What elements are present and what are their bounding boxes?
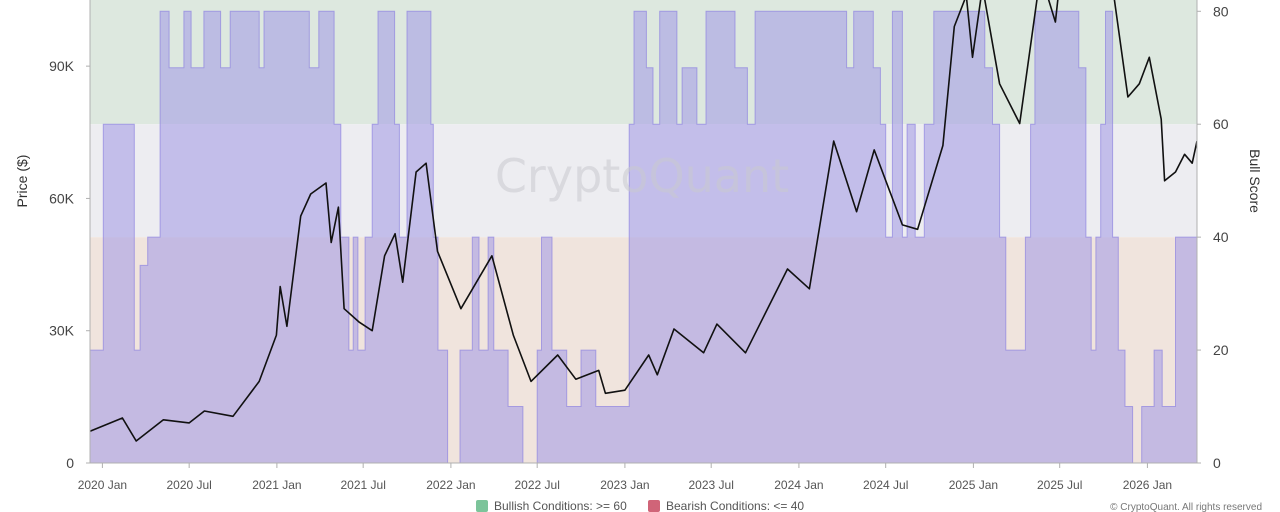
x-tick-label: 2022 Jul	[514, 478, 559, 492]
copyright-text: © CryptoQuant. All rights reserved	[1110, 502, 1262, 512]
price-series	[90, 0, 1197, 442]
x-tick-label: 2022 Jan	[426, 478, 475, 492]
x-tick-label: 2023 Jul	[689, 478, 734, 492]
right-axis-title: Bull Score	[1247, 149, 1263, 213]
left-axis-ticks: 0 30K 60K 90K	[49, 58, 90, 471]
bull-score-series	[89, 10, 1198, 464]
left-tick-label: 30K	[49, 323, 75, 339]
right-tick-label: 20	[1213, 342, 1229, 358]
right-tick-label: 40	[1213, 229, 1229, 245]
left-tick-label: 0	[66, 455, 74, 471]
legend-swatch	[476, 500, 488, 512]
x-tick-label: 2020 Jan	[78, 478, 127, 492]
x-tick-label: 2026 Jan	[1123, 478, 1172, 492]
right-tick-label: 0	[1213, 455, 1221, 471]
legend-label: Bullish Conditions: >= 60	[494, 499, 627, 512]
x-axis-ticks: 2020 Jan 2020 Jul 2021 Jan 2021 Jul 2022 Jan…	[78, 463, 1172, 492]
x-tick-label: 2025 Jan	[949, 478, 998, 492]
left-tick-label: 90K	[49, 58, 75, 74]
legend: Bullish Conditions: >= 60 Bearish Conditi…	[476, 499, 804, 512]
right-tick-label: 80	[1213, 3, 1229, 19]
x-tick-label: 2023 Jan	[600, 478, 649, 492]
right-axis-ticks: 0 20 40 60 80	[1197, 3, 1229, 471]
left-tick-label: 60K	[49, 190, 75, 206]
x-tick-label: 2024 Jan	[774, 478, 823, 492]
x-tick-label: 2025 Jul	[1037, 478, 1082, 492]
watermark: CryptoQuant	[495, 149, 789, 203]
legend-label: Bearish Conditions: <= 40	[666, 499, 804, 512]
x-tick-label: 2020 Jul	[166, 478, 211, 492]
x-tick-label: 2021 Jan	[252, 478, 301, 492]
left-axis-title: Price ($)	[14, 155, 30, 208]
right-tick-label: 60	[1213, 116, 1229, 132]
x-tick-label: 2024 Jul	[863, 478, 908, 492]
x-tick-label: 2021 Jul	[340, 478, 385, 492]
legend-swatch	[648, 500, 660, 512]
